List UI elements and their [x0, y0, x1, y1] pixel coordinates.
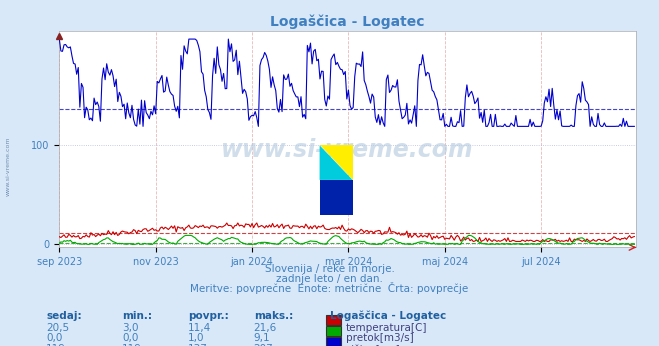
Title: Logaščica - Logatec: Logaščica - Logatec: [270, 14, 425, 29]
Text: www.si-vreme.com: www.si-vreme.com: [221, 138, 474, 162]
Text: 20,5: 20,5: [46, 322, 69, 333]
Text: www.si-vreme.com: www.si-vreme.com: [5, 136, 11, 196]
Text: temperatura[C]: temperatura[C]: [346, 322, 428, 333]
Text: zadnje leto / en dan.: zadnje leto / en dan.: [276, 274, 383, 284]
Text: 137: 137: [188, 344, 208, 346]
Text: 21,6: 21,6: [254, 322, 277, 333]
Text: min.:: min.:: [122, 311, 152, 321]
Text: 3,0: 3,0: [122, 322, 138, 333]
Text: 9,1: 9,1: [254, 334, 270, 344]
Text: Logaščica - Logatec: Logaščica - Logatec: [330, 311, 445, 321]
Polygon shape: [320, 145, 353, 180]
Text: višina[cm]: višina[cm]: [346, 344, 401, 346]
Text: 119: 119: [122, 344, 142, 346]
Text: sedaj:: sedaj:: [46, 311, 82, 321]
Bar: [326, 316, 341, 325]
Bar: [326, 337, 341, 346]
Polygon shape: [320, 145, 353, 180]
Text: Meritve: povprečne  Enote: metrične  Črta: povprečje: Meritve: povprečne Enote: metrične Črta:…: [190, 282, 469, 294]
Bar: [326, 326, 341, 336]
Text: 11,4: 11,4: [188, 322, 211, 333]
Text: 0,0: 0,0: [122, 334, 138, 344]
Text: 119: 119: [46, 344, 66, 346]
Text: 207: 207: [254, 344, 273, 346]
Text: povpr.:: povpr.:: [188, 311, 229, 321]
Text: 1,0: 1,0: [188, 334, 204, 344]
Text: pretok[m3/s]: pretok[m3/s]: [346, 334, 414, 344]
Text: Slovenija / reke in morje.: Slovenija / reke in morje.: [264, 264, 395, 274]
Polygon shape: [320, 180, 353, 215]
Text: maks.:: maks.:: [254, 311, 293, 321]
Text: 0,0: 0,0: [46, 334, 63, 344]
